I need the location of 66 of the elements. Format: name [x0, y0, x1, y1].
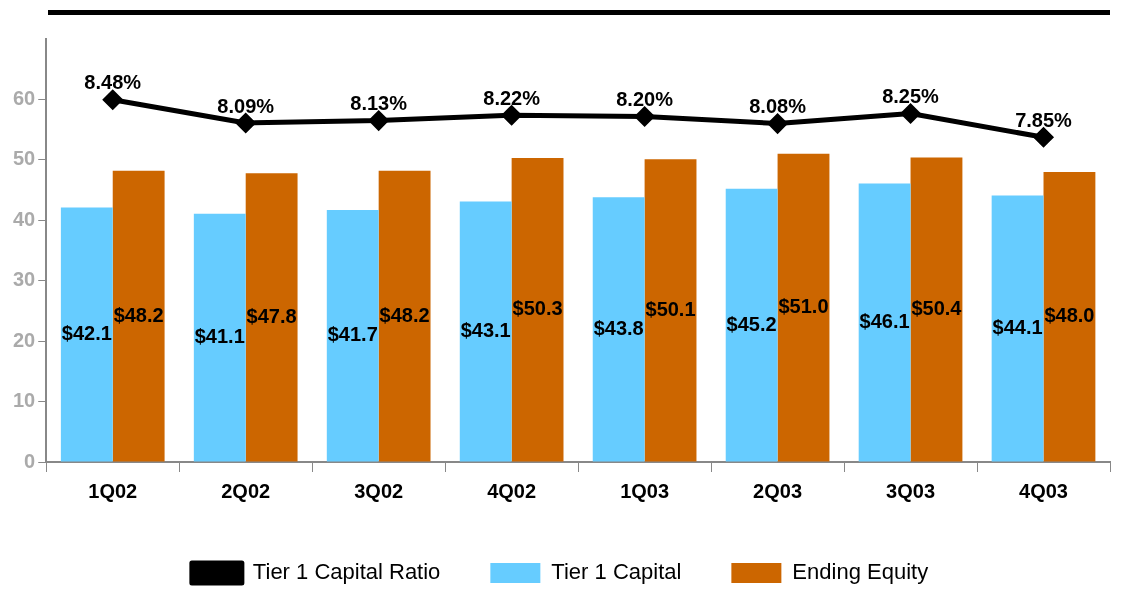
- data-label: $50.3: [512, 297, 563, 320]
- bar: [60, 207, 113, 462]
- data-label: 7.85%: [1015, 108, 1073, 131]
- bar: [910, 157, 963, 462]
- data-label: $50.4: [911, 296, 963, 319]
- data-label: $48.2: [379, 303, 430, 326]
- bar: [1043, 171, 1096, 462]
- x-tick-label: 1Q02: [88, 479, 138, 502]
- y-tick-label: 20: [13, 328, 36, 351]
- x-tick-label: 4Q03: [1019, 479, 1068, 502]
- x-tick-label: 4Q02: [487, 479, 537, 502]
- data-label: 8.09%: [217, 94, 275, 117]
- x-tick-label: 2Q02: [221, 479, 271, 502]
- data-label: $48.0: [1044, 304, 1095, 327]
- bar: [592, 197, 645, 462]
- bar: [193, 213, 246, 462]
- data-label: $41.1: [194, 325, 245, 348]
- point: [1034, 127, 1054, 147]
- data-label: 8.48%: [84, 71, 142, 94]
- bar: [858, 183, 911, 462]
- y-tick-label: 0: [24, 449, 36, 472]
- point: [236, 113, 256, 133]
- data-label: $51.0: [778, 295, 829, 318]
- point: [768, 114, 788, 134]
- bar: [459, 201, 512, 462]
- bar: [725, 188, 778, 462]
- bar: [245, 173, 298, 462]
- point: [901, 103, 921, 123]
- data-label: $42.1: [61, 322, 112, 345]
- data-label: $45.2: [726, 312, 777, 335]
- data-label: 8.20%: [616, 87, 674, 110]
- bar: [511, 158, 564, 462]
- data-label: $48.2: [113, 303, 164, 326]
- y-tick-label: 40: [13, 207, 36, 230]
- x-tick-label: 3Q02: [354, 479, 404, 502]
- y-tick-label: 50: [13, 147, 36, 170]
- legend-label: Tier 1 Capital: [551, 559, 682, 585]
- data-label: 8.08%: [749, 95, 807, 118]
- data-label: $41.7: [327, 323, 378, 346]
- bar: [112, 170, 165, 462]
- legend-label: Ending Equity: [792, 559, 929, 585]
- data-label: $46.1: [859, 309, 910, 332]
- point: [635, 106, 655, 126]
- point: [369, 111, 389, 131]
- bar: [991, 195, 1044, 462]
- data-label: $43.1: [460, 319, 511, 342]
- bar: [644, 159, 697, 462]
- x-tick-label: 3Q03: [886, 479, 936, 502]
- x-tick-label: 2Q03: [753, 479, 803, 502]
- data-label: $44.1: [992, 316, 1043, 339]
- data-label: 8.22%: [483, 86, 541, 109]
- data-label: 8.25%: [882, 84, 940, 107]
- x-tick-label: 1Q03: [620, 479, 670, 502]
- bar: [777, 153, 830, 462]
- bar: [378, 170, 431, 462]
- data-label: $47.8: [246, 304, 297, 327]
- point: [103, 90, 123, 110]
- legend-label: Tier 1 Capital Ratio: [252, 559, 441, 585]
- y-tick-label: 10: [13, 389, 36, 412]
- bar: [326, 210, 379, 462]
- data-label: $43.8: [593, 316, 644, 339]
- point: [502, 105, 522, 125]
- y-tick-label: 60: [13, 86, 36, 109]
- y-tick-label: 30: [13, 268, 36, 291]
- data-label: $50.1: [645, 297, 696, 320]
- data-label: 8.13%: [350, 92, 408, 115]
